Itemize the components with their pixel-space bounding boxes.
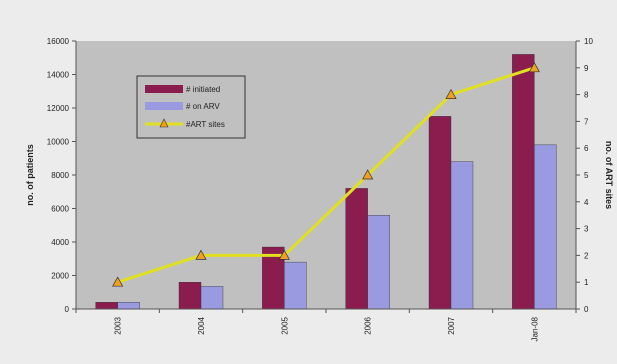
x-tick-label: 2006 — [364, 316, 373, 334]
bar-on-arv-2005 — [284, 261, 307, 310]
bar-initiated-jan-08 — [512, 54, 535, 310]
legend-label-on-arv: # on ARV — [186, 102, 220, 111]
bar-initiated-2003 — [95, 302, 118, 310]
right-tick-label: 4 — [584, 198, 589, 207]
right-tick-label: 6 — [584, 144, 589, 153]
point-art-sites-jan-08 — [528, 62, 540, 73]
bar-on-arv-2007 — [450, 161, 474, 310]
legend-swatch-initiated — [145, 85, 183, 93]
bar-initiated-2004 — [178, 282, 202, 310]
legend-label-initiated: # initiated — [186, 85, 220, 94]
bar-on-arv-2006 — [367, 214, 390, 310]
left-tick-label: 2000 — [51, 272, 69, 281]
left-tick-label: 12000 — [47, 104, 70, 113]
point-art-sites-2004 — [195, 249, 207, 260]
bar-on-arv-2003 — [117, 302, 140, 310]
right-tick-label: 9 — [584, 64, 589, 73]
right-tick-label: 10 — [584, 37, 593, 46]
bar-initiated-2006 — [345, 188, 368, 310]
left-tick-label: 4000 — [51, 238, 69, 247]
line-layer — [112, 62, 540, 287]
left-tick-label: 16000 — [47, 37, 70, 46]
legend-swatch-on-arv — [145, 102, 183, 110]
point-art-sites-2003 — [112, 276, 124, 287]
left-tick-label: 14000 — [47, 71, 70, 80]
line-art-sites — [117, 66, 535, 284]
bar-on-arv-jan-08 — [534, 144, 557, 310]
right-tick-label: 5 — [584, 171, 589, 180]
x-tick-label: Jan-08 — [530, 316, 539, 341]
point-art-sites-2006 — [362, 169, 374, 180]
right-tick-label: 8 — [584, 91, 589, 100]
x-tick-label: 2004 — [197, 316, 206, 334]
legend-label-art-sites: #ART sites — [186, 120, 225, 129]
y-axis-title: no. of patients — [25, 144, 35, 206]
left-axis-ticks: 0 2000 4000 6000 8000 10000 12000 14000 16000 — [47, 37, 76, 314]
x-axis-ticks: 2003 2004 2005 2006 2007 Jan-08 — [75, 309, 577, 341]
right-tick-label: 2 — [584, 251, 589, 260]
point-art-sites-2005 — [278, 249, 290, 260]
point-art-sites-2007 — [445, 88, 457, 99]
x-tick-label: 2005 — [280, 316, 289, 334]
legend: # initiated # on ARV #ART sites — [136, 75, 246, 139]
right-tick-label: 1 — [584, 278, 589, 287]
bar-initiated-2007 — [428, 116, 452, 310]
left-tick-label: 10000 — [47, 138, 70, 147]
legend-swatch-art-sites-marker — [159, 118, 169, 128]
right-tick-label: 7 — [584, 117, 589, 126]
left-tick-label: 8000 — [51, 171, 69, 180]
bars-layer — [95, 54, 557, 310]
right-tick-label: 0 — [584, 305, 589, 314]
right-tick-label: 3 — [584, 225, 589, 234]
x-tick-label: 2007 — [447, 316, 456, 334]
bar-on-arv-2004 — [200, 286, 224, 310]
y2-axis-title: no. of ART sites — [604, 141, 614, 209]
left-tick-label: 0 — [65, 305, 70, 314]
x-tick-label: 2003 — [114, 316, 123, 334]
right-axis-ticks: 0 1 2 3 4 5 6 7 8 9 10 — [576, 37, 593, 314]
left-tick-label: 6000 — [51, 205, 69, 214]
